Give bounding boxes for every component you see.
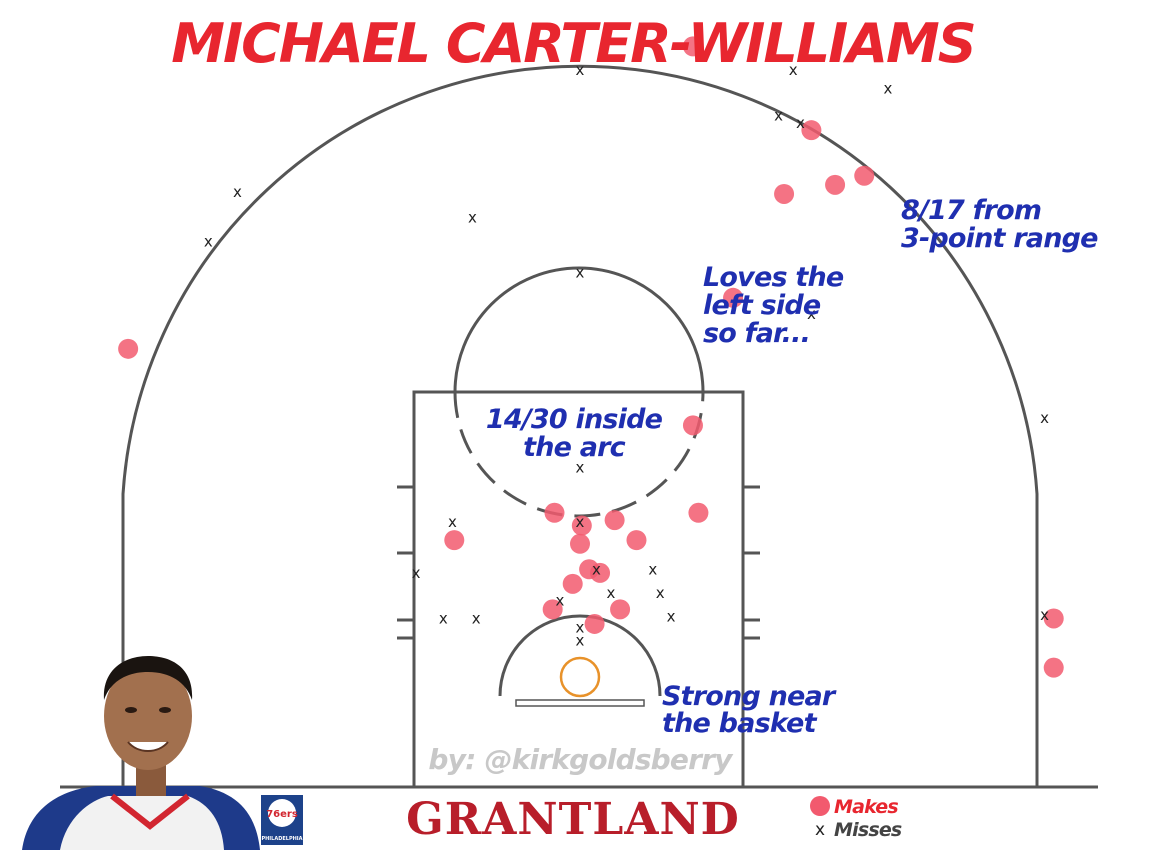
miss-marker: x (774, 107, 783, 125)
annotation-line: Loves the (703, 262, 844, 293)
team-logo: 76ers PHILADELPHIA (261, 795, 303, 845)
team-logo-text: 76ers (266, 809, 298, 820)
miss-marker: x (576, 631, 585, 649)
make-marker (570, 533, 590, 554)
make-marker (604, 510, 625, 531)
make-marker (825, 174, 846, 195)
miss-marker: x (648, 560, 657, 578)
miss-marker: x (472, 609, 481, 627)
make-marker (584, 613, 605, 634)
annotation-line: 8/17 from (901, 195, 1041, 226)
make-marker (590, 562, 611, 583)
legend-miss-marker: x (815, 820, 825, 840)
player-photo (22, 656, 260, 850)
legend-misses-label: Misses (834, 819, 902, 841)
miss-marker: x (233, 183, 242, 201)
annotation-line: 14/30 inside (486, 404, 663, 435)
make-marker (682, 36, 703, 57)
make-marker (610, 599, 631, 620)
make-marker (444, 530, 465, 551)
legend-makes-label: Makes (834, 796, 898, 818)
legend: Makes x Misses (810, 796, 903, 841)
make-marker (801, 120, 822, 141)
annotation-line: so far... (703, 318, 810, 349)
paint-box (412, 390, 745, 787)
annotation-line: the arc (523, 432, 626, 463)
make-marker (626, 530, 647, 551)
backboard (515, 699, 645, 707)
three-point-line (121, 64, 1039, 787)
make-marker (571, 515, 592, 536)
miss-marker: x (576, 61, 585, 79)
make-marker (1043, 608, 1064, 629)
restricted-area-arc (498, 614, 662, 697)
miss-marker: x (789, 61, 798, 79)
miss-marker: x (412, 564, 421, 582)
miss-marker: x (439, 609, 448, 627)
make-marker (542, 599, 563, 620)
miss-marker: x (807, 305, 816, 323)
make-marker (562, 573, 583, 594)
miss-marker: x (607, 584, 616, 602)
miss-marker: x (576, 263, 585, 281)
annotation-line: 3-point range (901, 223, 1098, 254)
make-marker (774, 183, 795, 204)
annotation-line: left side (703, 290, 821, 321)
miss-marker: x (448, 513, 457, 531)
legend-make-marker (810, 796, 830, 816)
miss-marker: x (656, 584, 665, 602)
miss-marker: x (1040, 606, 1049, 624)
credit-text: by: @kirkgoldsberry (428, 743, 734, 776)
miss-marker: x (796, 114, 805, 132)
make-marker (118, 338, 139, 359)
free-throw-circle-top (453, 266, 705, 393)
make-marker (682, 415, 703, 436)
miss-marker: x (556, 591, 565, 609)
make-marker (854, 165, 875, 186)
miss-marker: x (576, 513, 585, 531)
miss-marker: x (1040, 409, 1049, 427)
miss-marker: x (667, 608, 676, 626)
make-marker (688, 502, 709, 523)
rim (559, 656, 601, 698)
miss-marker: x (883, 79, 892, 97)
miss-marker: x (204, 232, 213, 250)
miss-marker: x (576, 458, 585, 476)
brand-logo: GRANTLAND (406, 794, 740, 845)
make-marker (723, 287, 744, 308)
annotation-line: Strong near (662, 681, 837, 712)
chart-title: MICHAEL CARTER-WILLIAMS (171, 12, 974, 75)
miss-marker: x (576, 619, 585, 637)
miss-marker: x (468, 209, 477, 227)
make-marker (1043, 657, 1064, 678)
make-marker (544, 502, 565, 523)
miss-marker: x (592, 560, 601, 578)
annotation-line: the basket (662, 708, 818, 739)
team-logo-subtext: PHILADELPHIA (261, 836, 302, 842)
